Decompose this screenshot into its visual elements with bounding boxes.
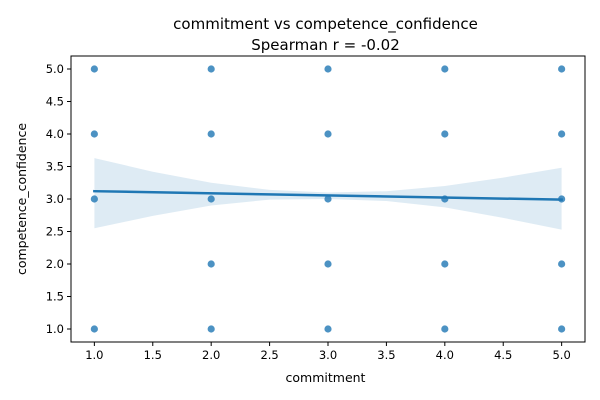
x-tick-label: 2.5 [260,348,278,362]
data-point [90,130,98,138]
x-axis-label: commitment [286,370,366,385]
data-point [441,130,449,138]
data-point [207,195,215,203]
data-point [558,260,566,268]
data-point [207,325,215,333]
data-point [90,65,98,73]
x-tick-label: 4.0 [436,348,454,362]
x-tick-label: 4.5 [494,348,512,362]
y-tick-label: 4.5 [46,95,64,109]
data-point [558,65,566,73]
data-point [207,130,215,138]
y-tick-label: 4.0 [46,127,64,141]
y-tick-label: 2.5 [46,225,64,239]
x-tick-label: 5.0 [552,348,570,362]
chart-title: commitment vs competence_confidence [173,15,478,34]
axes: 1.0 1.5 2.0 2.5 3.0 3.5 4.0 4.5 5.0 1.0 1.5 2.0 2.5 3… [46,62,571,362]
plot-area [90,65,566,333]
data-point [324,260,332,268]
data-point [441,65,449,73]
data-point [558,325,566,333]
y-tick-label: 2.0 [46,257,64,271]
y-tick-label: 1.5 [46,290,64,304]
x-tick-label: 2.0 [202,348,220,362]
data-point [90,195,98,203]
data-point [441,260,449,268]
data-point [324,65,332,73]
y-tick-label: 3.5 [46,160,64,174]
y-tick-label: 1.0 [46,322,64,336]
chart-subtitle: Spearman r = -0.02 [251,36,400,54]
x-tick-label: 3.0 [319,348,337,362]
x-tick-label: 3.5 [377,348,395,362]
data-point [324,325,332,333]
data-point [90,325,98,333]
data-point [207,65,215,73]
data-point [558,130,566,138]
data-point [441,325,449,333]
regression-line [93,189,563,201]
y-axis-label: competence_confidence [14,123,29,275]
confidence-band [94,158,562,230]
data-point [324,195,332,203]
x-tick-label: 1.0 [85,348,103,362]
x-tick-label: 1.5 [144,348,162,362]
data-point [324,130,332,138]
y-tick-label: 5.0 [46,62,64,76]
y-tick-label: 3.0 [46,192,64,206]
data-point [207,260,215,268]
